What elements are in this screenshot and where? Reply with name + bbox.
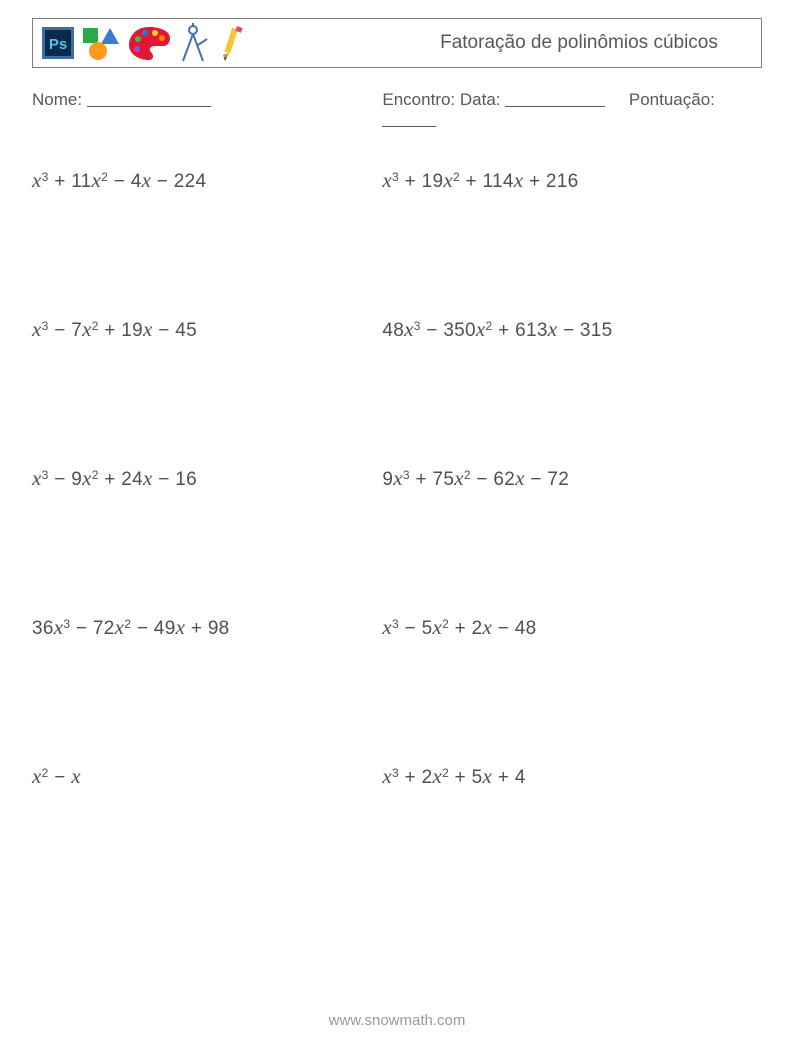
problem-row: x3 + 11x2 − 4x − 224x3 + 19x2 + 114x + 2… [32,168,762,193]
photoshop-icon: Ps [41,26,75,60]
footer-link[interactable]: www.snowmath.com [0,1012,794,1029]
shapes-icon [81,25,121,61]
problem-cell: x3 + 2x2 + 5x + 4 [382,764,732,789]
problem-cell: x3 − 7x2 + 19x − 45 [32,317,382,342]
name-blank[interactable] [87,106,211,107]
problem-cell: 36x3 − 72x2 − 49x + 98 [32,615,382,640]
problem-cell: x2 − x [32,764,382,789]
score-label: Pontuação: [629,90,715,109]
info-row: Nome: Encontro: Data: Pontuação: [32,90,762,130]
problem-row: x3 − 9x2 + 24x − 169x3 + 75x2 − 62x − 72 [32,466,762,491]
compass-icon [177,23,209,63]
problem-row: x2 − xx3 + 2x2 + 5x + 4 [32,764,762,789]
problem-cell: x3 − 9x2 + 24x − 16 [32,466,382,491]
header-icons: Ps [41,23,245,63]
problem-cell: x3 − 5x2 + 2x − 48 [382,615,732,640]
problem-cell: 48x3 − 350x2 + 613x − 315 [382,317,732,342]
problem-row: x3 − 7x2 + 19x − 4548x3 − 350x2 + 613x −… [32,317,762,342]
problem-row: 36x3 − 72x2 − 49x + 98x3 − 5x2 + 2x − 48 [32,615,762,640]
problems-grid: x3 + 11x2 − 4x − 224x3 + 19x2 + 114x + 2… [32,168,762,789]
palette-icon [127,24,171,62]
svg-text:Ps: Ps [49,36,67,53]
problem-cell: 9x3 + 75x2 − 62x − 72 [382,466,732,491]
pencil-icon [215,23,245,63]
header-box: Ps [32,18,762,68]
date-label: Encontro: Data: [382,90,500,109]
date-blank[interactable] [505,106,605,107]
worksheet-title: Fatoração de polinômios cúbicos [245,32,753,54]
problem-cell: x3 + 11x2 − 4x − 224 [32,168,382,193]
name-label: Nome: [32,90,82,109]
score-blank[interactable] [382,126,436,127]
problem-cell: x3 + 19x2 + 114x + 216 [382,168,732,193]
